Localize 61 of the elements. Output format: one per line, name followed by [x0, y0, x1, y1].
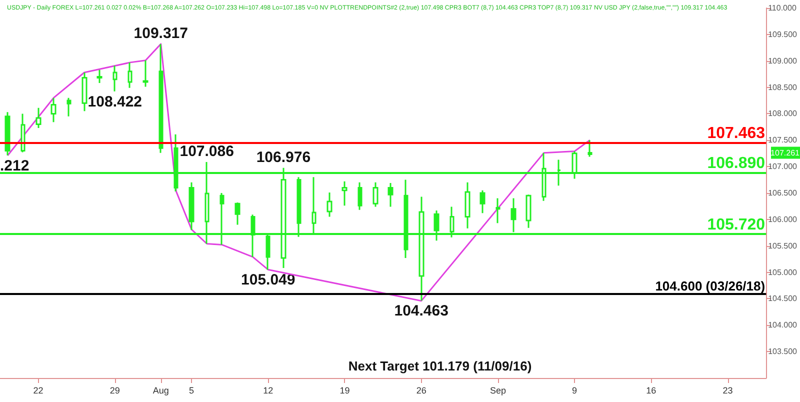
x-tick-label: Aug [152, 386, 169, 396]
candlestick [82, 72, 88, 112]
candlestick [388, 182, 394, 208]
candlestick [36, 107, 42, 129]
annotation: 109.317 [134, 25, 188, 42]
ref-line-label: 106.890 [707, 154, 766, 172]
annotation: 106.976 [256, 148, 311, 166]
x-tick-label: 9 [572, 386, 578, 396]
y-tick-label: 104.000 [768, 320, 798, 330]
y-tick-label: 108.500 [768, 82, 798, 92]
candlestick [112, 64, 118, 92]
x-tick-label: Sep [490, 386, 506, 396]
y-tick-label: 109.500 [768, 30, 798, 39]
candlestick [20, 112, 26, 154]
candlestick [358, 182, 362, 211]
candlestick [588, 140, 592, 158]
candlestick [142, 60, 148, 88]
candlestick [4, 111, 10, 156]
candlestick [372, 182, 378, 208]
y-tick-label: 106.500 [768, 188, 798, 198]
ref-line-label: 104.600 (03/26/18) [655, 278, 766, 294]
candlestick [496, 198, 500, 224]
annotation: .212 [0, 157, 30, 174]
y-tick-label: 104.500 [768, 294, 798, 304]
y-tick-label: 110.000 [768, 4, 797, 12]
candlestick [188, 182, 194, 231]
y-tick-label: 105.500 [768, 241, 798, 250]
y-tick-label: 106.000 [768, 214, 798, 224]
y-tick-label: 107.500 [768, 136, 798, 145]
x-tick-label: 23 [722, 386, 733, 396]
y-tick-label: 107.000 [768, 162, 798, 172]
candlestick [326, 192, 332, 218]
annotation: Next Target 101.179 (11/09/16) [348, 358, 532, 374]
annotation: 104.463 [394, 302, 448, 320]
text: 107.261 [770, 148, 800, 158]
candlestick [234, 202, 240, 226]
x-tick-label: 29 [110, 386, 120, 396]
annotation: 108.422 [88, 93, 142, 110]
x-tick-label: 5 [189, 386, 194, 396]
candlestick [50, 97, 56, 123]
candlestick [480, 190, 486, 214]
y-tick-label: 105.000 [768, 268, 798, 277]
candlestick [158, 43, 164, 154]
candlestick [342, 180, 348, 206]
y-tick-label: 109.000 [768, 56, 798, 66]
candlestick [526, 194, 532, 229]
ref-line-label: 107.463 [707, 124, 766, 142]
x-tick-label: 16 [646, 386, 656, 396]
y-tick-label: 108.000 [768, 109, 798, 118]
annotation: 105.049 [241, 272, 296, 289]
candlestick [128, 62, 132, 89]
x-tick-label: 22 [33, 386, 44, 396]
x-tick-label: 19 [340, 386, 350, 396]
candlestick [96, 69, 102, 84]
annotation: 107.086 [180, 143, 234, 160]
candlestick [66, 97, 72, 118]
y-tick-label: 103.500 [768, 347, 798, 356]
x-tick-label: 26 [416, 386, 426, 396]
x-tick-label: 12 [263, 386, 274, 396]
candlestick [464, 182, 470, 230]
ref-line-label: 105.720 [707, 216, 766, 234]
